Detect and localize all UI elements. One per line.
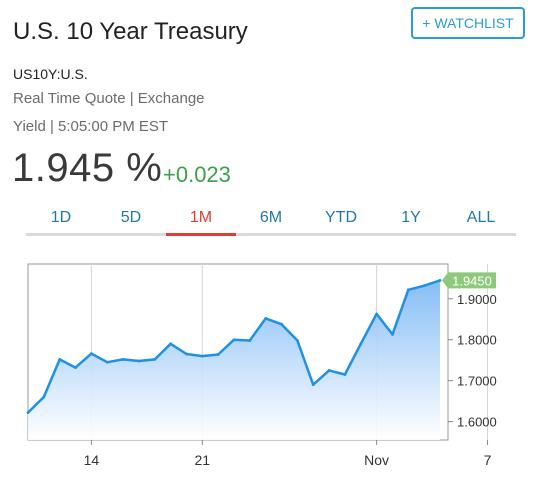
last-value-label: 1.9450 xyxy=(452,273,492,288)
data-point xyxy=(280,322,283,326)
quote-type: Real Time Quote | Exchange xyxy=(13,90,205,107)
area-fill xyxy=(28,280,440,440)
data-point xyxy=(121,357,125,361)
data-point xyxy=(105,360,109,364)
tab-ytd[interactable]: YTD xyxy=(325,209,357,226)
tabs-underline xyxy=(26,233,516,236)
data-point xyxy=(153,357,157,361)
add-to-watchlist-button[interactable]: + WATCHLIST xyxy=(411,7,525,39)
data-point xyxy=(248,339,252,342)
x-tick-label: 21 xyxy=(195,452,211,468)
data-point xyxy=(295,339,299,342)
data-point xyxy=(58,357,62,361)
data-point xyxy=(391,333,394,336)
tab-5d[interactable]: 5D xyxy=(120,209,142,226)
price-value: 1.945 % xyxy=(12,146,163,190)
tab-all[interactable]: ALL xyxy=(466,209,496,226)
data-point xyxy=(375,312,379,316)
time-range-tabs: 1D 5D 1M 6M YTD 1Y ALL xyxy=(26,206,516,236)
watchlist-button-label: + WATCHLIST xyxy=(422,15,514,31)
data-point xyxy=(438,278,442,282)
yield-time: Yield | 5:05:00 PM EST xyxy=(13,118,169,135)
data-point xyxy=(74,366,77,369)
data-point xyxy=(26,411,30,414)
tab-1d[interactable]: 1D xyxy=(50,209,72,226)
ticker-symbol: US10Y:U.S. xyxy=(13,66,88,82)
y-tick-label: 1.7000 xyxy=(457,374,497,389)
tab-6m[interactable]: 6M xyxy=(259,209,283,226)
y-tick-label: 1.9000 xyxy=(457,292,497,307)
data-point xyxy=(422,284,426,288)
data-point xyxy=(42,395,46,399)
x-tick-label: 7 xyxy=(484,452,492,468)
y-tick-label: 1.6000 xyxy=(457,415,497,430)
data-point xyxy=(216,353,220,356)
data-point xyxy=(169,342,173,346)
data-point xyxy=(232,338,236,342)
data-point xyxy=(264,317,268,320)
price-change: +0.023 xyxy=(163,162,231,187)
data-point xyxy=(137,359,141,363)
data-point xyxy=(89,352,93,356)
data-point xyxy=(406,288,410,292)
y-tick-label: 1.8000 xyxy=(457,333,497,348)
last-value-badge xyxy=(442,272,496,289)
data-point xyxy=(311,383,315,387)
tab-1y[interactable]: 1Y xyxy=(401,209,421,226)
page-title: U.S. 10 Year Treasury xyxy=(13,18,248,45)
data-point xyxy=(200,354,204,358)
x-tick-label: 14 xyxy=(84,452,100,468)
data-point xyxy=(327,369,331,372)
tab-1m[interactable]: 1M xyxy=(166,206,236,236)
x-tick-label: Nov xyxy=(364,452,389,468)
data-point xyxy=(343,373,347,376)
data-point xyxy=(359,342,363,346)
data-point xyxy=(185,352,188,356)
